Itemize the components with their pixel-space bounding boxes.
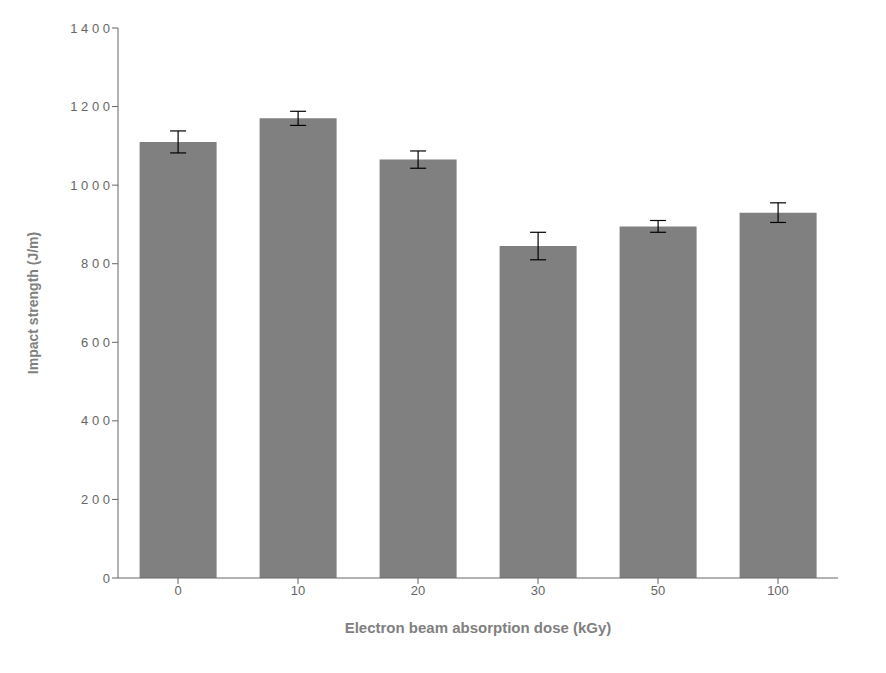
svg-text:0: 0: [103, 571, 110, 586]
svg-text:1 0 0 0: 1 0 0 0: [70, 178, 110, 193]
svg-text:0: 0: [174, 583, 181, 598]
svg-text:20: 20: [411, 583, 425, 598]
svg-text:30: 30: [531, 583, 545, 598]
svg-text:8 0 0: 8 0 0: [81, 256, 110, 271]
svg-text:2 0 0: 2 0 0: [81, 492, 110, 507]
svg-text:10: 10: [291, 583, 305, 598]
svg-text:4 0 0: 4 0 0: [81, 413, 110, 428]
svg-text:100: 100: [767, 583, 789, 598]
svg-text:1 2 0 0: 1 2 0 0: [70, 99, 110, 114]
svg-text:Electron beam absorption dose: Electron beam absorption dose (kGy): [345, 619, 612, 636]
svg-text:50: 50: [651, 583, 665, 598]
svg-text:1 4 0 0: 1 4 0 0: [70, 21, 110, 36]
svg-text:Impact strength (J/m): Impact strength (J/m): [25, 232, 41, 374]
svg-text:6 0 0: 6 0 0: [81, 335, 110, 350]
